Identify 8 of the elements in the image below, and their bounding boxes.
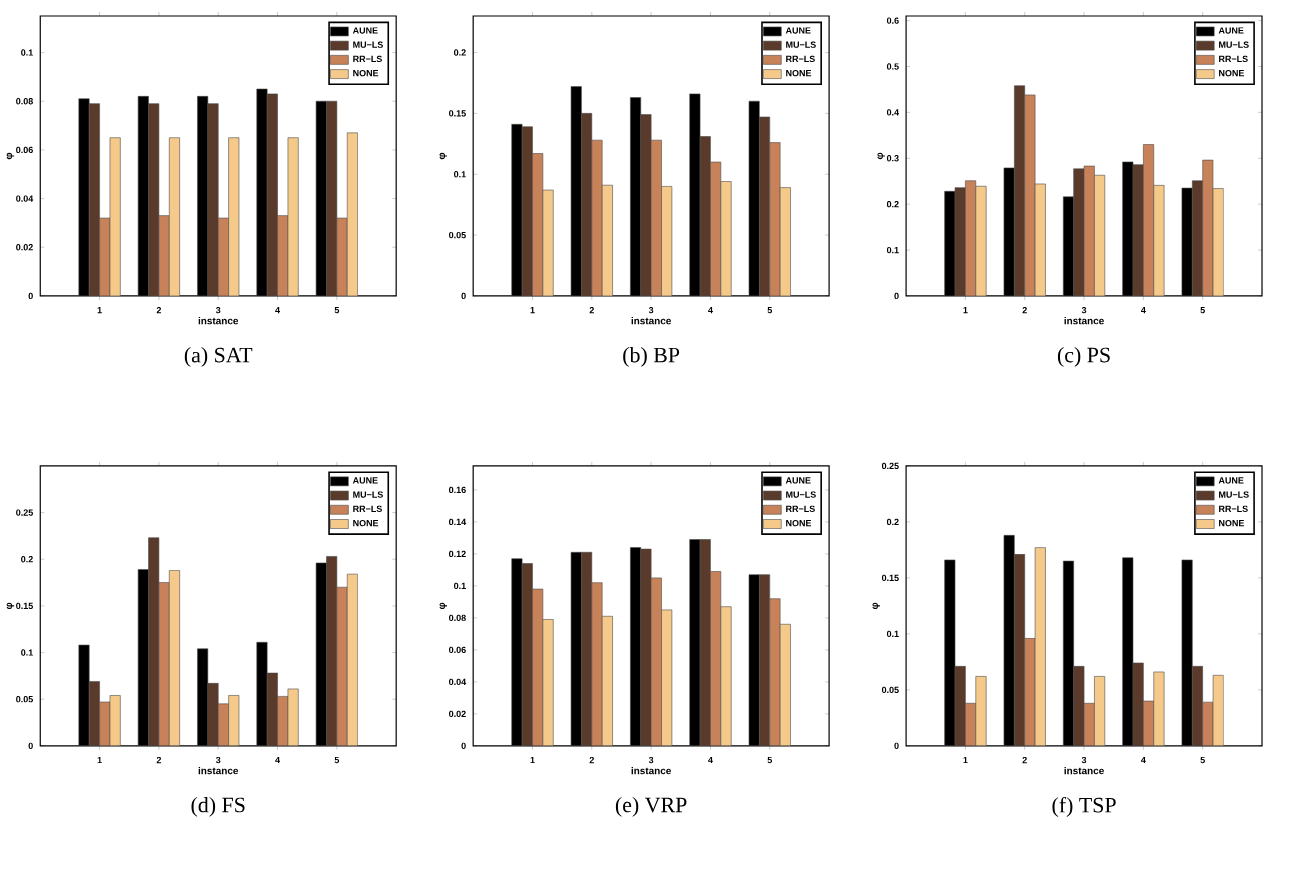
text: (f) TSP (1052, 797, 1116, 818)
text: (d) FS (191, 797, 245, 817)
text: (b) BP (623, 347, 680, 367)
text: (e) VRP (615, 797, 687, 817)
text: (c) PS (1057, 347, 1110, 367)
text: (a) SAT (184, 347, 253, 367)
bar (591, 139, 603, 297)
bar (769, 142, 781, 297)
